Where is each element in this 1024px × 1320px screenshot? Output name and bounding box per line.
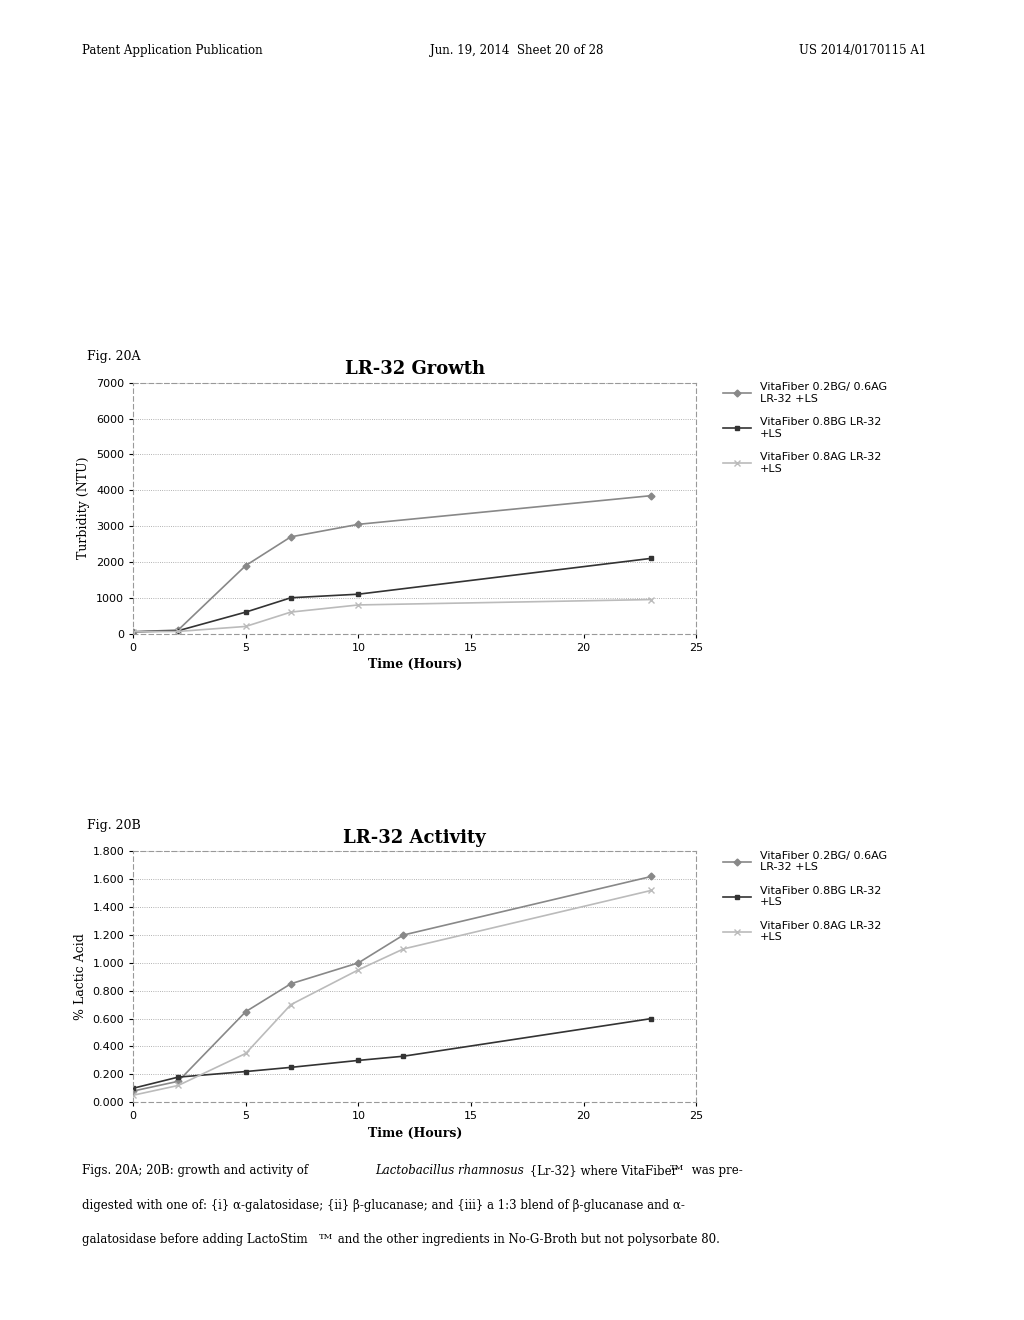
VitaFiber 0.8BG LR-32
+LS	[172, 1069, 184, 1085]
Text: Lactobacillus rhamnosus: Lactobacillus rhamnosus	[375, 1164, 523, 1177]
VitaFiber 0.2BG/ 0.6AG
LR-32 +LS	[240, 557, 252, 573]
Text: Fig. 20B: Fig. 20B	[87, 818, 140, 832]
Y-axis label: Turbidity (NTU): Turbidity (NTU)	[78, 457, 90, 560]
Text: US 2014/0170115 A1: US 2014/0170115 A1	[799, 44, 926, 57]
Line: VitaFiber 0.2BG/ 0.6AG
LR-32 +LS: VitaFiber 0.2BG/ 0.6AG LR-32 +LS	[131, 494, 653, 634]
Text: and the other ingredients in No-G-Broth but not polysorbate 80.: and the other ingredients in No-G-Broth …	[334, 1233, 720, 1246]
VitaFiber 0.2BG/ 0.6AG
LR-32 +LS	[397, 927, 410, 942]
Text: galatosidase before adding LactoStim: galatosidase before adding LactoStim	[82, 1233, 307, 1246]
VitaFiber 0.2BG/ 0.6AG
LR-32 +LS	[352, 516, 365, 532]
Text: was pre-: was pre-	[688, 1164, 742, 1177]
Title: LR-32 Growth: LR-32 Growth	[345, 360, 484, 379]
VitaFiber 0.8AG LR-32
+LS	[645, 883, 657, 899]
Text: TM: TM	[318, 1233, 333, 1241]
VitaFiber 0.2BG/ 0.6AG
LR-32 +LS	[172, 622, 184, 638]
VitaFiber 0.8AG LR-32
+LS	[285, 997, 297, 1012]
Line: VitaFiber 0.8BG LR-32
+LS: VitaFiber 0.8BG LR-32 +LS	[131, 1016, 653, 1090]
Legend: VitaFiber 0.2BG/ 0.6AG
LR-32 +LS, VitaFiber 0.8BG LR-32
+LS, VitaFiber 0.8AG LR-: VitaFiber 0.2BG/ 0.6AG LR-32 +LS, VitaFi…	[719, 378, 892, 478]
VitaFiber 0.8AG LR-32
+LS	[352, 597, 365, 612]
X-axis label: Time (Hours): Time (Hours)	[368, 659, 462, 671]
VitaFiber 0.2BG/ 0.6AG
LR-32 +LS	[645, 488, 657, 504]
Text: Patent Application Publication: Patent Application Publication	[82, 44, 262, 57]
VitaFiber 0.8BG LR-32
+LS	[127, 1080, 139, 1096]
Text: Jun. 19, 2014  Sheet 20 of 28: Jun. 19, 2014 Sheet 20 of 28	[430, 44, 603, 57]
VitaFiber 0.8AG LR-32
+LS	[240, 1045, 252, 1061]
Text: {Lr-32} where VitaFiber: {Lr-32} where VitaFiber	[526, 1164, 678, 1177]
VitaFiber 0.2BG/ 0.6AG
LR-32 +LS	[285, 529, 297, 545]
Line: VitaFiber 0.2BG/ 0.6AG
LR-32 +LS: VitaFiber 0.2BG/ 0.6AG LR-32 +LS	[131, 874, 653, 1093]
VitaFiber 0.8AG LR-32
+LS	[172, 623, 184, 639]
VitaFiber 0.8BG LR-32
+LS	[285, 590, 297, 606]
VitaFiber 0.8AG LR-32
+LS	[352, 962, 365, 978]
VitaFiber 0.8AG LR-32
+LS	[127, 624, 139, 640]
VitaFiber 0.8BG LR-32
+LS	[240, 1064, 252, 1080]
VitaFiber 0.8BG LR-32
+LS	[352, 586, 365, 602]
VitaFiber 0.8AG LR-32
+LS	[127, 1088, 139, 1104]
Legend: VitaFiber 0.2BG/ 0.6AG
LR-32 +LS, VitaFiber 0.8BG LR-32
+LS, VitaFiber 0.8AG LR-: VitaFiber 0.2BG/ 0.6AG LR-32 +LS, VitaFi…	[719, 846, 892, 946]
Line: VitaFiber 0.8BG LR-32
+LS: VitaFiber 0.8BG LR-32 +LS	[131, 556, 653, 634]
Y-axis label: % Lactic Acid: % Lactic Acid	[74, 933, 87, 1020]
VitaFiber 0.2BG/ 0.6AG
LR-32 +LS	[127, 1084, 139, 1100]
VitaFiber 0.8BG LR-32
+LS	[645, 550, 657, 566]
VitaFiber 0.8BG LR-32
+LS	[397, 1048, 410, 1064]
VitaFiber 0.8BG LR-32
+LS	[240, 605, 252, 620]
Text: Fig. 20A: Fig. 20A	[87, 350, 140, 363]
VitaFiber 0.8BG LR-32
+LS	[127, 624, 139, 640]
Title: LR-32 Activity: LR-32 Activity	[343, 829, 486, 847]
VitaFiber 0.8BG LR-32
+LS	[172, 623, 184, 639]
Text: TM: TM	[670, 1164, 684, 1172]
X-axis label: Time (Hours): Time (Hours)	[368, 1127, 462, 1139]
VitaFiber 0.8AG LR-32
+LS	[240, 619, 252, 635]
VitaFiber 0.8AG LR-32
+LS	[397, 941, 410, 957]
VitaFiber 0.8BG LR-32
+LS	[285, 1060, 297, 1076]
VitaFiber 0.2BG/ 0.6AG
LR-32 +LS	[240, 1003, 252, 1019]
VitaFiber 0.8AG LR-32
+LS	[645, 591, 657, 607]
VitaFiber 0.2BG/ 0.6AG
LR-32 +LS	[127, 624, 139, 640]
VitaFiber 0.8AG LR-32
+LS	[285, 605, 297, 620]
VitaFiber 0.2BG/ 0.6AG
LR-32 +LS	[285, 975, 297, 991]
Line: VitaFiber 0.8AG LR-32
+LS: VitaFiber 0.8AG LR-32 +LS	[130, 597, 654, 635]
Text: digested with one of: {i} α-galatosidase; {ii} β-glucanase; and {iii} a 1:3 blen: digested with one of: {i} α-galatosidase…	[82, 1199, 685, 1212]
VitaFiber 0.2BG/ 0.6AG
LR-32 +LS	[352, 954, 365, 970]
VitaFiber 0.8AG LR-32
+LS	[172, 1077, 184, 1093]
VitaFiber 0.2BG/ 0.6AG
LR-32 +LS	[645, 869, 657, 884]
VitaFiber 0.2BG/ 0.6AG
LR-32 +LS	[172, 1073, 184, 1089]
Line: VitaFiber 0.8AG LR-32
+LS: VitaFiber 0.8AG LR-32 +LS	[130, 887, 654, 1098]
VitaFiber 0.8BG LR-32
+LS	[352, 1052, 365, 1068]
Text: Figs. 20A; 20B: growth and activity of: Figs. 20A; 20B: growth and activity of	[82, 1164, 311, 1177]
VitaFiber 0.8BG LR-32
+LS	[645, 1011, 657, 1027]
